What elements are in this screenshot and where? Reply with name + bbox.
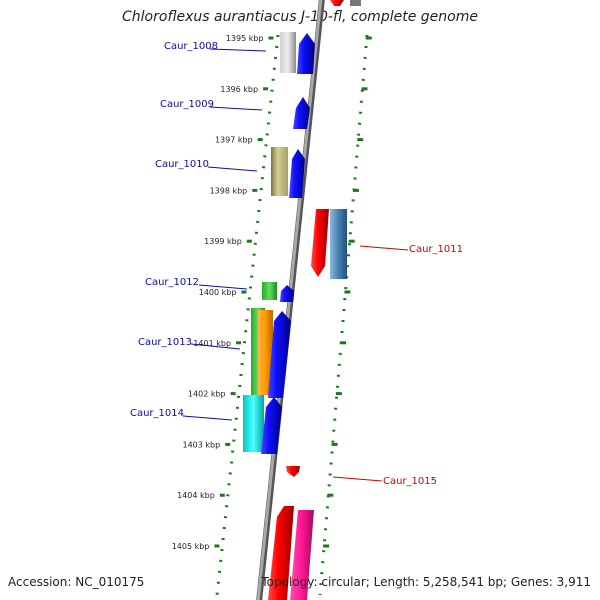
gene-label[interactable]: Caur_1013 (138, 337, 192, 348)
tick-label: 1398 kbp (210, 186, 248, 195)
accession-text: Accession: NC_010175 (8, 575, 145, 589)
gene-label-leader (359, 245, 409, 251)
tick-label: 1400 kbp (199, 288, 237, 297)
gene-caur-1014-arrow (261, 397, 282, 454)
tick-label: 1401 kbp (193, 339, 231, 348)
tick-marks: 1395 kbp 1396 kbp 1397 kbp 1398 kbp 1399 kbp… (172, 34, 372, 551)
right-guide-dotted-line (318, 34, 369, 596)
tick-label: 1403 kbp (183, 440, 221, 449)
gene-label[interactable]: Caur_1009 (160, 99, 214, 110)
gene-bottom-red (268, 506, 294, 600)
gene-caur-1012-arrow (280, 285, 294, 302)
gene-label[interactable]: Caur_1015 (383, 476, 437, 487)
gene-label[interactable]: Caur_1008 (164, 41, 218, 52)
gene-caur-1010-homolog (271, 147, 288, 196)
gene-caur-1014-homolog (243, 395, 264, 452)
tick-label: 1405 kbp (172, 542, 210, 551)
tick-label: 1397 kbp (215, 136, 253, 145)
gene-label[interactable]: Caur_1011 (409, 244, 463, 255)
gene-label-leader (190, 343, 241, 350)
gene-label[interactable]: Caur_1012 (145, 277, 199, 288)
gene-labels: Caur_1008 Caur_1009 Caur_1010 Caur_1011 Caur… (130, 41, 463, 487)
gene-caur-1008-homolog (280, 32, 296, 73)
gene-caur-1009-arrow (293, 97, 310, 129)
gene-label-leader (332, 476, 383, 482)
tick-label: 1404 kbp (177, 491, 215, 500)
gene-caur-1013-arrow (268, 311, 291, 398)
gene-label-leader (182, 415, 233, 421)
gene-caur-1015-arrow (286, 466, 300, 477)
topology-text: Topology: circular; Length: 5,258,541 bp… (261, 575, 591, 589)
gene-caur-1011-homolog (330, 209, 347, 279)
gene-label-leader (198, 284, 248, 290)
gene-partial-top-grey (350, 0, 361, 6)
gene-caur-1013-homolog-orange (258, 310, 273, 395)
gene-caur-1012-homolog (262, 282, 277, 300)
gene-caur-1008-arrow (297, 33, 315, 74)
tick-label: 1402 kbp (188, 390, 226, 399)
tick-label: 1399 kbp (204, 237, 242, 246)
gene-label[interactable]: Caur_1014 (130, 408, 184, 419)
gene-partial-top-red (330, 0, 344, 6)
tick-label: 1396 kbp (220, 85, 258, 94)
gene-label-leader (207, 166, 258, 172)
gene-label-leader (209, 48, 267, 52)
gene-caur-1010-arrow (289, 149, 305, 198)
gene-bottom-pink (290, 510, 314, 600)
gene-label[interactable]: Caur_1010 (155, 159, 209, 170)
gene-caur-1011-arrow (311, 209, 329, 277)
gene-label-leader (209, 106, 263, 111)
tick-label: 1395 kbp (226, 34, 264, 43)
map-title: Chloroflexus aurantiacus J-10-fl, comple… (122, 9, 478, 25)
